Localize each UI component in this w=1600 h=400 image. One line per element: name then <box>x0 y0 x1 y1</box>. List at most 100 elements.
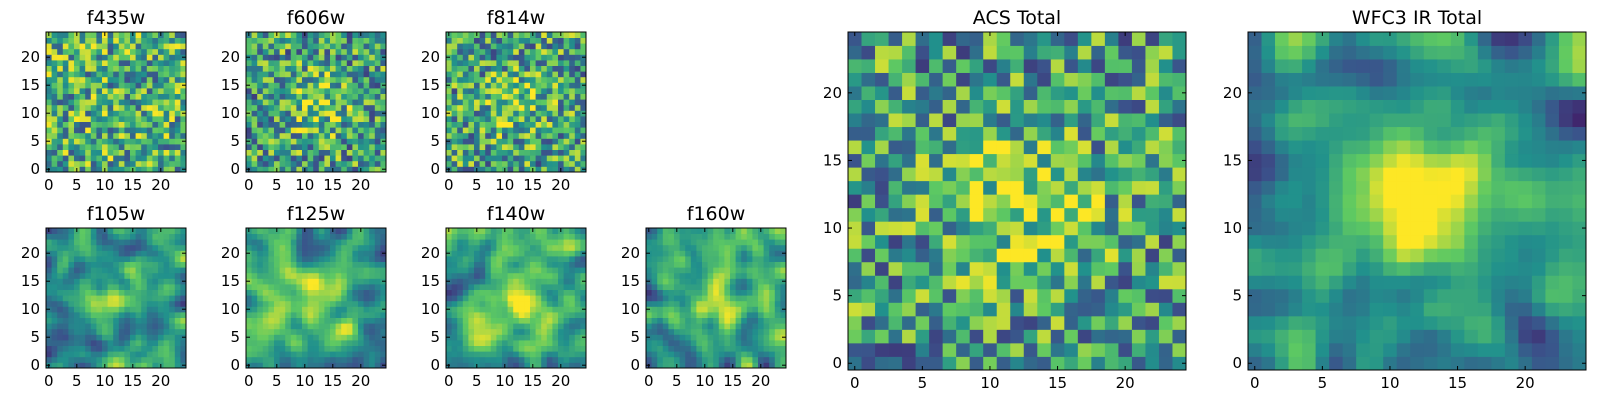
heatmap-cell <box>1172 275 1187 290</box>
x-tick-label: 15 <box>123 372 142 390</box>
heatmap-cell <box>374 82 381 89</box>
heatmap-cell <box>341 356 348 363</box>
heatmap-cell <box>130 317 136 324</box>
heatmap-cell <box>158 160 164 167</box>
heatmap-cell <box>135 244 142 251</box>
heatmap-cell <box>152 149 159 156</box>
heatmap-cell <box>124 166 131 173</box>
heatmap-cell <box>1077 315 1092 330</box>
heatmap-cell <box>174 233 181 240</box>
heatmap-cell <box>302 261 308 268</box>
heatmap-cell <box>57 155 64 162</box>
heatmap-cell <box>502 138 508 145</box>
heatmap-cell <box>68 345 75 352</box>
heatmap-cell <box>363 76 370 83</box>
heatmap-cell <box>51 267 58 274</box>
heatmap-cell <box>274 48 280 55</box>
heatmap-cell <box>507 43 514 50</box>
heatmap-cell <box>141 93 148 100</box>
heatmap-cell <box>290 356 297 363</box>
heatmap-cell <box>363 32 370 38</box>
heatmap-cell <box>262 306 269 313</box>
heatmap-cell <box>107 116 114 122</box>
heatmap-cell <box>363 43 370 50</box>
heatmap-cell <box>735 278 742 285</box>
heatmap-cell <box>1104 329 1119 344</box>
heatmap-cell <box>324 93 331 100</box>
heatmap-cell <box>158 306 164 313</box>
heatmap-cell <box>915 234 930 249</box>
heatmap-cell <box>79 138 86 145</box>
heatmap-cell <box>956 194 971 209</box>
heatmap-cell <box>741 351 748 358</box>
heatmap-cell <box>524 295 531 302</box>
heatmap-cell <box>96 239 103 246</box>
heatmap-cell <box>107 351 114 358</box>
heatmap-cell <box>90 155 97 162</box>
heatmap-cell <box>558 82 564 89</box>
heatmap-cell <box>875 288 889 303</box>
heatmap-cell <box>507 228 514 234</box>
heatmap-cell <box>735 351 742 358</box>
heatmap-cell <box>174 345 181 352</box>
heatmap-cell <box>888 248 903 263</box>
heatmap-cell <box>346 71 353 78</box>
heatmap-cell <box>152 48 159 55</box>
heatmap-cell <box>369 340 376 346</box>
heatmap-cell <box>118 228 125 234</box>
heatmap-cell <box>262 144 269 150</box>
heatmap-cell <box>307 295 314 302</box>
heatmap-cell <box>174 32 181 38</box>
heatmap-cell <box>169 155 176 162</box>
heatmap-cell <box>490 54 497 61</box>
x-tick-label: 20 <box>151 176 170 194</box>
heatmap-cell <box>730 345 736 352</box>
heatmap-cell <box>702 272 708 279</box>
heatmap-cell <box>1131 248 1146 263</box>
heatmap-cell <box>479 37 486 44</box>
heatmap-cell <box>679 340 686 346</box>
heatmap-cell <box>46 272 52 279</box>
heatmap-cell <box>90 60 97 66</box>
heatmap-cell <box>57 228 64 234</box>
heatmap-cell <box>888 180 903 195</box>
heatmap-cell <box>79 82 86 89</box>
heatmap-cell <box>57 256 64 262</box>
heatmap-cell <box>535 76 542 83</box>
heatmap-cell <box>1023 207 1038 222</box>
heatmap-cell <box>46 244 52 251</box>
heatmap-cell <box>457 300 464 307</box>
heatmap-cell <box>746 323 753 330</box>
heatmap-cell <box>285 228 292 234</box>
heatmap-cell <box>251 317 258 324</box>
heatmap-cell <box>268 43 275 50</box>
heatmap-cell <box>341 32 348 38</box>
heatmap-cell <box>1131 288 1146 303</box>
heatmap-cell <box>451 289 458 296</box>
heatmap-cell <box>679 345 686 352</box>
heatmap-cell <box>102 82 108 89</box>
heatmap-cell <box>262 149 269 156</box>
heatmap-cell <box>352 328 359 335</box>
y-tick-label: 15 <box>421 272 440 290</box>
heatmap-cell <box>446 312 452 318</box>
heatmap-cell <box>158 54 164 61</box>
heatmap-cell <box>558 99 564 106</box>
heatmap-cell <box>569 37 576 44</box>
heatmap-cell <box>496 233 503 240</box>
heatmap-cell <box>535 323 542 330</box>
heatmap-cell <box>1118 288 1133 303</box>
heatmap-cell <box>530 295 536 302</box>
heatmap-cell <box>485 334 492 341</box>
heatmap-cell <box>118 328 125 335</box>
heatmap-cell <box>1118 315 1133 330</box>
heatmap-cell <box>74 138 80 145</box>
heatmap-cell <box>102 300 108 307</box>
heatmap-cell <box>85 71 92 78</box>
heatmap-cell <box>158 244 164 251</box>
heatmap-cell <box>79 340 86 346</box>
heatmap-cell <box>563 328 570 335</box>
heatmap-cell <box>358 239 364 246</box>
heatmap-cell <box>552 116 559 122</box>
heatmap-cell <box>158 37 164 44</box>
